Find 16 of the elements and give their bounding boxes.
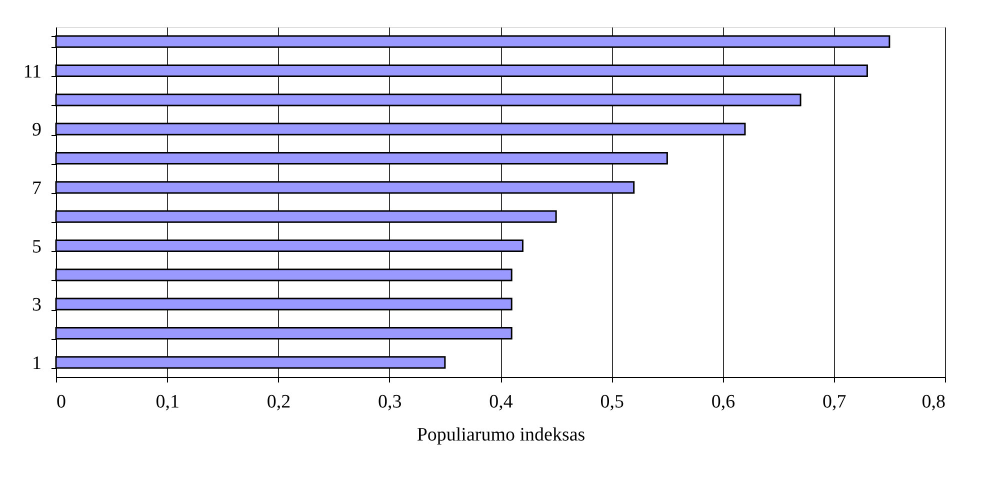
x-tick-label: 0,5 xyxy=(600,392,624,412)
y-tick-label: 11 xyxy=(23,61,42,82)
y-tick-label: 3 xyxy=(32,294,42,316)
x-tick-label: 0,2 xyxy=(266,392,291,412)
x-axis-title: Populiarumo indeksas xyxy=(416,424,586,446)
x-tick-label: 0 xyxy=(56,392,66,412)
x-tick-label: 0,1 xyxy=(156,392,180,412)
x-tick-label: 0,4 xyxy=(489,392,514,412)
x-tick-label: 0,8 xyxy=(922,392,946,412)
y-tick-label: 5 xyxy=(32,236,42,258)
y-tick-label: 9 xyxy=(32,120,42,141)
x-tick-label: 0,6 xyxy=(711,392,736,412)
y-tick-label: 7 xyxy=(32,178,42,199)
y-tick-label: 1 xyxy=(32,352,42,374)
x-tick-label: 0,7 xyxy=(822,392,846,412)
x-tick-label: 0,3 xyxy=(378,392,402,412)
